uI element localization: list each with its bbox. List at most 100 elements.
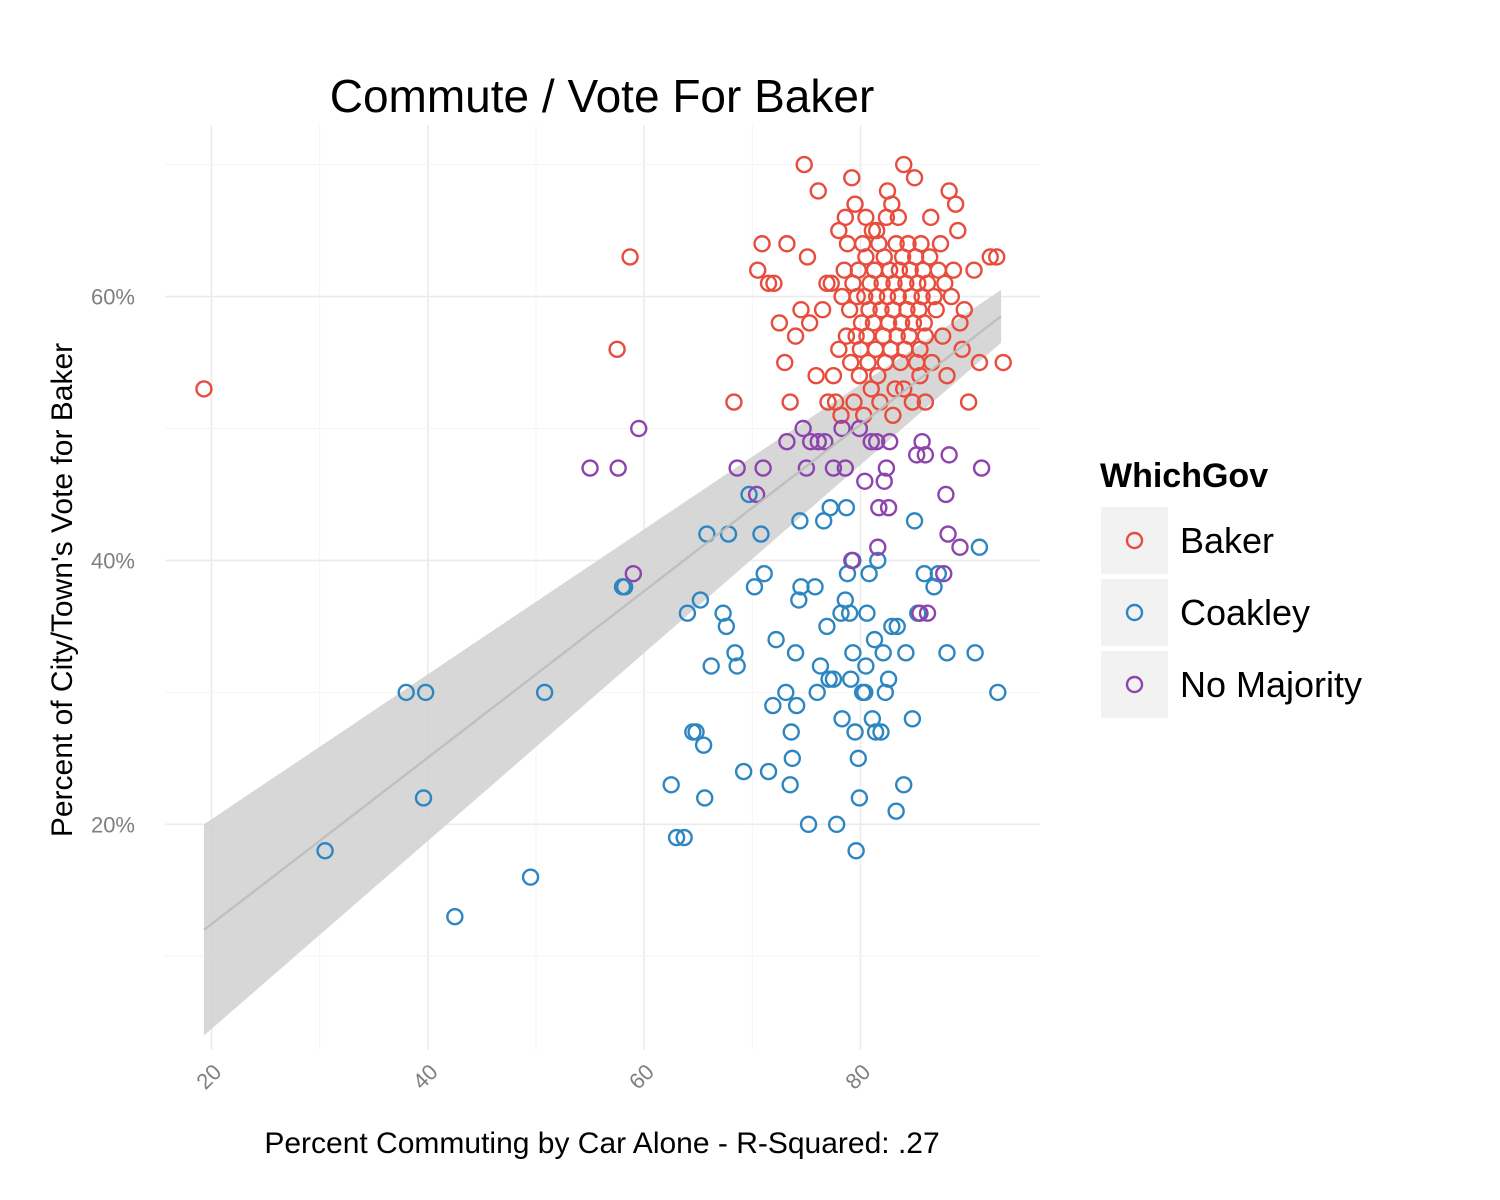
point-baker	[809, 182, 827, 200]
point-coakley	[887, 802, 905, 820]
point-baker	[867, 221, 886, 240]
point-coakley	[791, 512, 809, 530]
point-coakley	[824, 670, 843, 688]
point-baker	[899, 235, 917, 253]
legend: WhichGov Baker Coakley No Majority	[1100, 457, 1362, 718]
point-coakley	[759, 762, 778, 781]
point-baker	[781, 393, 799, 411]
point-coakley	[888, 617, 906, 636]
point-baker	[927, 301, 945, 319]
point-baker	[836, 208, 855, 227]
point-coakley	[662, 776, 680, 794]
point-no-majority	[880, 432, 899, 451]
point-coakley	[847, 842, 865, 860]
point-coakley	[781, 776, 799, 794]
point-coakley	[821, 498, 839, 517]
point-coakley	[782, 723, 800, 741]
point-baker	[859, 353, 877, 372]
legend-label-coakley: Coakley	[1180, 592, 1310, 633]
point-no-majority	[939, 525, 957, 543]
point-no-majority	[870, 498, 888, 517]
x-axis-ticks: 20 40 60 80	[191, 1059, 875, 1094]
y-tick-label: 60%	[91, 285, 135, 310]
point-baker	[832, 406, 850, 424]
x-tick-label: 80	[840, 1059, 875, 1094]
point-baker	[798, 248, 817, 266]
x-axis-title: Percent Commuting by Car Alone - R-Squar…	[264, 1127, 939, 1160]
point-coakley	[903, 710, 922, 728]
point-baker	[916, 393, 935, 411]
point-coakley	[696, 789, 714, 807]
point-no-majority	[843, 551, 861, 570]
point-baker	[889, 208, 908, 227]
point-baker	[621, 248, 639, 266]
point-coakley	[811, 657, 830, 675]
confidence-band-layer	[203, 289, 1002, 1036]
legend-key-baker	[1101, 507, 1168, 574]
legend-key-no-majority	[1101, 651, 1168, 718]
point-no-majority	[794, 419, 812, 438]
point-coakley	[895, 776, 913, 794]
point-baker	[857, 208, 875, 227]
point-baker	[778, 235, 796, 253]
legend-label-baker: Baker	[1180, 520, 1274, 561]
point-baker	[953, 340, 971, 359]
point-baker	[848, 287, 866, 306]
point-no-majority	[824, 459, 843, 477]
point-coakley	[702, 657, 720, 675]
point-coakley	[844, 644, 862, 662]
point-no-majority	[862, 432, 880, 451]
point-coakley	[767, 630, 785, 649]
point-baker	[955, 301, 973, 319]
point-coakley	[869, 551, 887, 570]
point-no-majority	[797, 459, 816, 477]
point-baker	[843, 169, 861, 187]
point-baker	[776, 353, 794, 372]
point-no-majority	[747, 485, 766, 504]
point-baker	[850, 367, 869, 385]
legend-marker-baker	[1125, 531, 1144, 550]
point-coakley	[397, 683, 415, 702]
point-coakley	[806, 578, 824, 596]
point-no-majority	[869, 538, 887, 556]
point-coakley	[734, 762, 753, 781]
point-coakley	[446, 908, 464, 926]
point-no-majority	[875, 472, 893, 490]
point-baker	[830, 340, 848, 359]
point-no-majority	[879, 498, 898, 517]
point-no-majority	[754, 459, 772, 477]
legend-title: WhichGov	[1100, 457, 1268, 495]
point-no-majority	[972, 459, 991, 477]
point-coakley	[938, 644, 956, 662]
point-coakley	[717, 617, 736, 636]
point-coakley	[989, 683, 1007, 702]
point-baker	[965, 261, 983, 279]
point-baker	[895, 380, 913, 398]
point-no-majority	[609, 459, 627, 477]
point-coakley	[808, 683, 826, 702]
point-baker	[795, 155, 813, 174]
trend-line-layer	[203, 315, 1002, 931]
point-baker	[770, 314, 789, 332]
point-coakley	[316, 842, 334, 860]
point-coakley	[678, 604, 697, 622]
point-coakley	[858, 604, 876, 622]
point-coakley	[667, 828, 686, 847]
y-axis-ticks: 20% 40% 60%	[91, 285, 135, 838]
point-coakley	[675, 828, 693, 847]
point-coakley	[860, 564, 878, 583]
point-coakley	[842, 670, 860, 688]
point-baker	[824, 367, 843, 385]
x-tick-label: 20	[191, 1059, 226, 1094]
point-baker	[759, 274, 778, 293]
point-baker	[195, 380, 213, 398]
point-baker	[931, 235, 950, 253]
y-tick-label: 40%	[91, 548, 135, 573]
point-baker	[846, 195, 864, 213]
point-no-majority	[856, 472, 874, 490]
point-coakley	[687, 723, 705, 741]
point-baker	[786, 327, 805, 345]
confidence-band	[203, 289, 1002, 1036]
point-baker	[813, 301, 832, 319]
point-no-majority	[778, 432, 796, 451]
